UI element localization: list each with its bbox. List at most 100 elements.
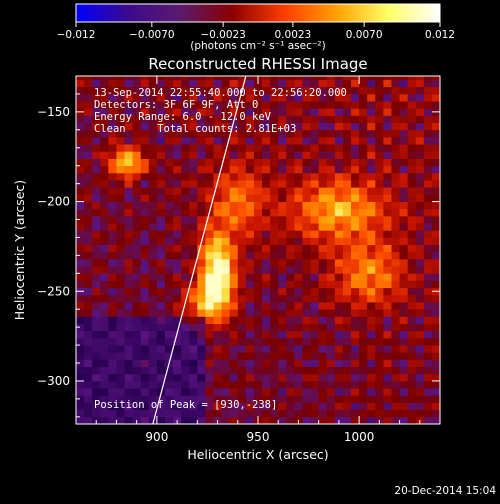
heatmap-cell	[229, 266, 239, 274]
heatmap-cell	[108, 158, 117, 167]
heatmap-cell	[270, 208, 279, 217]
heatmap-cell	[100, 287, 109, 296]
heatmap-cell	[423, 266, 433, 274]
heatmap-cell	[173, 144, 182, 152]
heatmap-cell	[431, 158, 440, 167]
heatmap-cell	[367, 294, 376, 303]
heatmap-cell	[181, 323, 190, 332]
heatmap-cell	[221, 230, 231, 238]
heatmap-cell	[351, 76, 360, 80]
heatmap-cell	[221, 187, 231, 195]
heatmap-cell	[205, 101, 214, 109]
heatmap-cell	[262, 373, 271, 382]
heatmap-cell	[140, 165, 150, 174]
heatmap-cell	[407, 86, 417, 95]
heatmap-cell	[334, 187, 344, 195]
heatmap-cell	[245, 230, 255, 238]
heatmap-cell	[237, 223, 247, 231]
heatmap-cell	[173, 388, 182, 396]
heatmap-cell	[310, 108, 320, 116]
heatmap-cell	[326, 93, 336, 102]
heatmap-cell	[116, 201, 125, 210]
heatmap-cell	[108, 93, 117, 102]
heatmap-cell	[229, 273, 239, 281]
heatmap-cell	[245, 136, 255, 145]
heatmap-cell	[221, 136, 231, 145]
heatmap-cell	[173, 316, 182, 324]
heatmap-cell	[367, 258, 376, 267]
heatmap-cell	[84, 309, 93, 317]
heatmap-cell	[189, 316, 198, 324]
heatmap-cell	[173, 337, 182, 346]
heatmap-cell	[423, 323, 433, 332]
heatmap-cell	[124, 352, 134, 360]
heatmap-cell	[342, 194, 352, 202]
heatmap-cell	[286, 158, 295, 167]
heatmap-cell	[431, 201, 440, 210]
heatmap-cell	[108, 345, 117, 353]
heatmap-cell	[181, 373, 190, 382]
heatmap-cell	[302, 323, 311, 332]
heatmap-cell	[205, 323, 214, 332]
heatmap-cell	[399, 416, 409, 424]
heatmap-cell	[351, 294, 360, 303]
heatmap-cell	[286, 352, 295, 360]
heatmap-cell	[229, 223, 239, 231]
heatmap-cell	[213, 144, 222, 152]
heatmap-cell	[294, 352, 303, 360]
heatmap-cell	[189, 323, 198, 332]
heatmap-cell	[399, 388, 409, 396]
heatmap-cell	[423, 230, 433, 238]
heatmap-cell	[286, 108, 295, 116]
heatmap-cell	[156, 337, 166, 346]
heatmap-cell	[253, 402, 263, 411]
heatmap-cell	[213, 309, 222, 317]
heatmap-cell	[181, 380, 190, 389]
heatmap-cell	[116, 215, 125, 224]
heatmap-cell	[132, 129, 142, 138]
heatmap-cell	[359, 208, 368, 217]
heatmap-cell	[100, 86, 109, 95]
heatmap-cell	[205, 187, 214, 195]
heatmap-cell	[391, 302, 400, 310]
heatmap-cell	[278, 223, 287, 231]
heatmap-cell	[383, 316, 392, 324]
heatmap-cell	[431, 223, 440, 231]
heatmap-cell	[302, 302, 311, 310]
heatmap-cell	[407, 144, 417, 152]
heatmap-cell	[132, 409, 142, 418]
heatmap-cell	[383, 409, 392, 418]
heatmap-cell	[294, 187, 303, 195]
heatmap-cell	[391, 294, 400, 303]
heatmap-cell	[359, 316, 368, 324]
heatmap-cell	[181, 294, 190, 303]
heatmap-cell	[213, 388, 222, 396]
heatmap-cell	[148, 93, 158, 102]
heatmap-cell	[391, 373, 400, 382]
heatmap-cell	[173, 129, 182, 138]
heatmap-cell	[213, 380, 222, 389]
heatmap-cell	[108, 337, 117, 346]
heatmap-cell	[375, 402, 384, 411]
heatmap-cell	[132, 108, 142, 116]
heatmap-cell	[245, 366, 255, 375]
heatmap-cell	[173, 151, 182, 159]
heatmap-cell	[181, 388, 190, 396]
heatmap-cell	[181, 287, 190, 296]
heatmap-cell	[84, 273, 93, 281]
heatmap-cell	[342, 309, 352, 317]
heatmap-cell	[197, 330, 206, 339]
heatmap-cell	[132, 136, 142, 145]
heatmap-cell	[164, 337, 174, 346]
heatmap-cell	[237, 251, 247, 260]
heatmap-cell	[92, 165, 101, 174]
heatmap-cell	[391, 244, 400, 253]
heatmap-cell	[132, 187, 142, 195]
heatmap-cell	[359, 266, 368, 274]
heatmap-cell	[286, 79, 295, 88]
heatmap-cell	[399, 266, 409, 274]
heatmap-cell	[124, 136, 134, 145]
heatmap-cell	[100, 416, 109, 424]
heatmap-cell	[189, 302, 198, 310]
heatmap-cell	[431, 76, 440, 80]
